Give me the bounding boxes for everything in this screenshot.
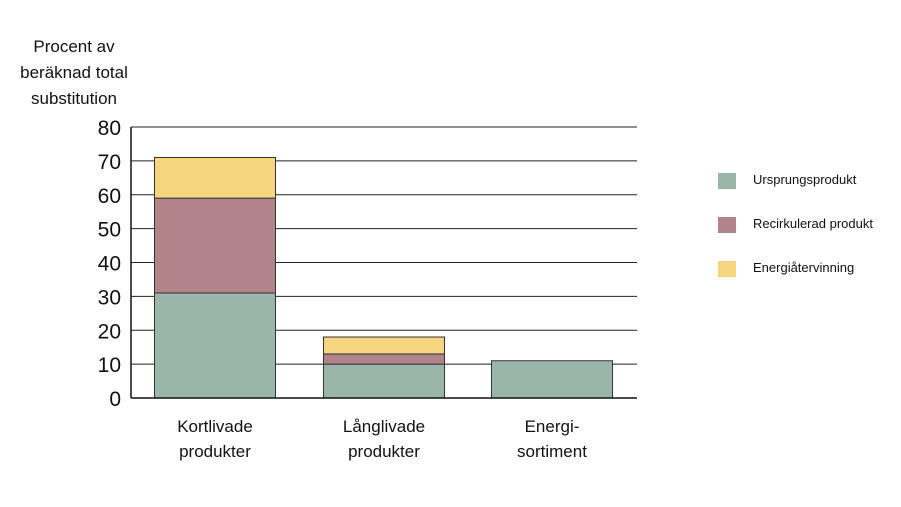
x-category-label: Energi- sortiment bbox=[472, 414, 632, 464]
legend-swatch bbox=[718, 217, 736, 233]
y-axis-label: Procent av beräknad total substitution bbox=[4, 34, 144, 112]
bar-segment bbox=[323, 363, 445, 399]
legend-label: Energiåtervinning bbox=[753, 260, 855, 275]
legend-label: Ursprungsprodukt bbox=[753, 172, 857, 187]
y-tick-label: 70 bbox=[98, 151, 121, 174]
x-category-label-line: Långlivade bbox=[342, 417, 426, 436]
bar-segment bbox=[154, 197, 276, 294]
y-tick-label: 50 bbox=[98, 219, 121, 242]
bar-segment bbox=[491, 360, 613, 399]
y-axis-label-line: Procent av bbox=[33, 37, 115, 56]
x-category-label-line: Energi- bbox=[524, 417, 580, 436]
y-tick-label: 30 bbox=[98, 286, 121, 309]
bar-segment bbox=[323, 336, 445, 355]
y-tick-label: 20 bbox=[98, 320, 121, 343]
y-tick-label: 0 bbox=[109, 388, 121, 411]
bar-segment bbox=[154, 292, 276, 399]
y-axis-label-line: substitution bbox=[31, 89, 117, 108]
x-category-label-line: sortiment bbox=[517, 442, 587, 461]
x-category-label-line: Kortlivade bbox=[177, 417, 253, 436]
x-category-label: Kortlivade produkter bbox=[135, 414, 295, 464]
y-tick-label: 40 bbox=[98, 253, 121, 276]
y-tick-label: 10 bbox=[98, 354, 121, 377]
x-category-label: Långlivade produkter bbox=[304, 414, 464, 464]
y-tick-label: 80 bbox=[98, 117, 121, 140]
legend-swatch bbox=[718, 173, 736, 189]
bar-segment bbox=[154, 156, 276, 199]
x-category-label-line: produkter bbox=[348, 442, 420, 461]
x-category-label-line: produkter bbox=[179, 442, 251, 461]
legend-label: Recirkulerad produkt bbox=[753, 216, 873, 231]
bar-segment bbox=[323, 353, 445, 365]
legend-swatch bbox=[718, 261, 736, 277]
y-tick-label: 60 bbox=[98, 185, 121, 208]
y-axis-label-line: beräknad total bbox=[20, 63, 128, 82]
